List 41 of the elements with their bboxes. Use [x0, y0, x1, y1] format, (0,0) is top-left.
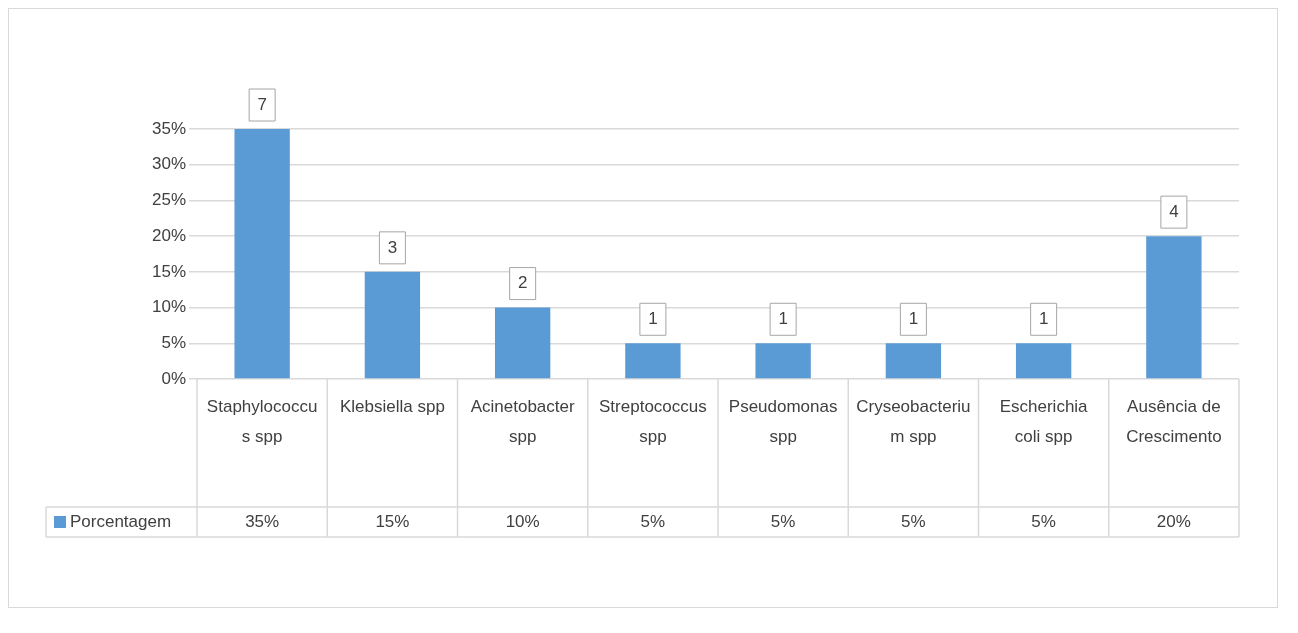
- x-tick-label: Streptococcus spp: [599, 396, 707, 446]
- bar: [1015, 343, 1072, 379]
- x-tick-label: Acinetobacter spp: [470, 396, 575, 446]
- annotation: 4: [1169, 201, 1179, 221]
- annotation: 1: [648, 308, 658, 328]
- bar: [494, 307, 551, 379]
- annotation: 1: [1038, 308, 1049, 328]
- x-tick-label: Ausência de Crescimento: [1126, 396, 1222, 446]
- x-tick-label: Cryseobacterium spp: [856, 396, 971, 446]
- x-tick-label: Escherichia coli spp: [999, 396, 1089, 446]
- data-label: 5%: [770, 511, 796, 531]
- bar: [885, 343, 942, 379]
- bar: [234, 129, 290, 379]
- annotation: 7: [257, 94, 267, 114]
- data-label: 35%: [245, 511, 280, 531]
- bar: [364, 271, 421, 379]
- y-tick-label: 5%: [161, 332, 187, 352]
- bar: [755, 343, 811, 379]
- y-tick-label: 10%: [151, 297, 187, 317]
- x-tick-label: Staphylococcus spp: [206, 396, 318, 446]
- legend-label: Porcentagem: [70, 511, 172, 531]
- y-tick-label: 30%: [151, 154, 187, 174]
- y-tick-label: 35%: [151, 118, 187, 138]
- y-tick-label: 20%: [151, 225, 187, 245]
- data-label: 10%: [505, 511, 540, 531]
- y-tick-label: 15%: [151, 261, 187, 281]
- x-tick-label: Klebsiella spp: [339, 396, 445, 416]
- data-label: 5%: [901, 511, 926, 531]
- data-label: 5%: [1031, 511, 1056, 531]
- data-label: 15%: [375, 511, 410, 531]
- y-tick-label: 0%: [161, 368, 187, 388]
- bar: [1146, 236, 1202, 379]
- annotation: 2: [517, 273, 528, 293]
- annotation: 3: [387, 237, 398, 257]
- y-tick-label: 25%: [151, 190, 187, 210]
- annotation: 1: [908, 308, 919, 328]
- data-label: 20%: [1156, 511, 1191, 531]
- data-label: 5%: [640, 511, 666, 531]
- annotation: 1: [778, 308, 788, 328]
- x-tick-label: Pseudomonas spp: [728, 396, 838, 446]
- bar: [625, 343, 681, 379]
